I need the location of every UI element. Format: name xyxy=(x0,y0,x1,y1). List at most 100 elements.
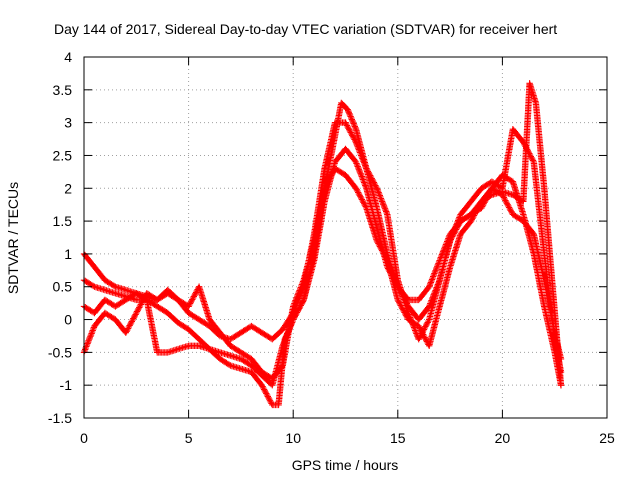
data-point-marker xyxy=(328,171,336,178)
data-point-marker xyxy=(455,222,462,229)
data-point-marker xyxy=(526,151,534,159)
data-point-marker xyxy=(423,322,430,329)
data-point-marker xyxy=(296,305,303,312)
data-point-marker xyxy=(364,168,372,175)
y-axis-title: SDTVAR / TECUs xyxy=(5,182,21,294)
data-point-marker xyxy=(83,341,91,349)
data-point-marker xyxy=(402,299,410,306)
data-point-marker xyxy=(394,296,401,304)
data-point-marker xyxy=(131,312,138,319)
x-tick-label: 0 xyxy=(80,430,88,446)
data-point-marker xyxy=(356,192,363,199)
plot-frame xyxy=(83,56,608,419)
data-point-marker xyxy=(355,145,362,152)
data-point-marker xyxy=(379,199,386,207)
x-tick-label: 10 xyxy=(285,430,301,446)
data-point-marker xyxy=(346,127,354,135)
y-tick-label: 3.5 xyxy=(53,82,73,98)
data-point-marker xyxy=(431,290,438,297)
data-point-marker xyxy=(325,178,332,185)
data-point-marker xyxy=(426,283,433,290)
data-point-marker xyxy=(322,182,330,189)
x-tick-labels: 0 5 10 15 20 25 xyxy=(80,430,615,446)
series-trace-4 xyxy=(80,165,565,382)
data-point-marker xyxy=(431,270,438,277)
data-point-marker xyxy=(191,292,198,299)
data-point-marker xyxy=(380,201,387,208)
data-point-marker xyxy=(293,294,300,301)
data-point-marker xyxy=(136,302,144,310)
data-point-marker xyxy=(348,114,355,122)
data-point-marker xyxy=(420,331,427,338)
data-point-marker xyxy=(225,361,233,368)
data-point-marker xyxy=(374,239,381,246)
data-point-marker xyxy=(450,230,457,237)
data-point-marker xyxy=(349,117,356,124)
data-point-marker xyxy=(343,122,351,129)
data-point-marker xyxy=(81,347,88,355)
data-point-marker xyxy=(415,336,422,343)
data-point-marker xyxy=(299,298,307,305)
data-point-marker xyxy=(371,180,378,188)
x-tick-label: 5 xyxy=(185,430,193,446)
data-point-marker xyxy=(134,307,141,314)
data-point-marker xyxy=(452,227,459,235)
data-point-marker xyxy=(185,303,192,310)
data-point-marker xyxy=(501,195,508,203)
data-point-marker xyxy=(262,389,269,396)
data-point-marker xyxy=(521,141,528,149)
data-point-marker xyxy=(88,328,96,336)
data-point-marker xyxy=(292,295,300,303)
data-point-marker xyxy=(358,194,365,202)
data-point-marker xyxy=(89,327,96,334)
data-series xyxy=(80,80,565,409)
data-point-marker xyxy=(90,282,97,290)
data-point-marker xyxy=(290,303,297,310)
data-point-marker xyxy=(434,261,442,268)
data-point-marker xyxy=(357,170,364,177)
data-point-marker xyxy=(430,273,437,280)
data-point-marker xyxy=(451,229,458,236)
data-point-marker xyxy=(427,279,435,286)
data-point-marker xyxy=(453,224,460,232)
series-trace-3 xyxy=(80,145,565,409)
data-point-marker xyxy=(401,296,408,303)
data-point-marker xyxy=(362,183,369,190)
data-point-marker xyxy=(435,279,442,287)
data-point-marker xyxy=(358,171,365,179)
data-point-marker xyxy=(424,319,431,326)
data-point-marker xyxy=(435,260,442,267)
data-point-marker xyxy=(298,282,305,290)
data-point-marker xyxy=(420,332,428,340)
data-point-marker xyxy=(378,246,385,253)
data-point-marker xyxy=(382,207,389,214)
data-point-marker xyxy=(368,175,375,182)
data-point-marker xyxy=(295,288,303,295)
data-point-marker xyxy=(505,204,513,211)
data-point-marker xyxy=(372,182,379,189)
data-point-marker xyxy=(362,163,369,171)
data-point-marker xyxy=(428,297,435,304)
y-tick-label: 3 xyxy=(64,115,72,131)
y-tick-label: -1 xyxy=(60,377,73,393)
data-point-marker xyxy=(353,186,360,193)
data-point-marker xyxy=(419,329,426,337)
data-point-marker xyxy=(86,334,93,341)
data-point-marker xyxy=(356,169,364,176)
data-point-marker xyxy=(349,119,357,126)
data-point-marker xyxy=(454,223,461,230)
data-point-marker xyxy=(529,157,537,164)
data-point-marker xyxy=(346,111,354,119)
data-point-marker xyxy=(358,196,366,203)
data-point-marker xyxy=(370,179,378,186)
data-point-marker xyxy=(455,220,463,228)
data-point-marker xyxy=(139,298,146,305)
data-point-marker xyxy=(433,284,440,291)
data-point-marker xyxy=(427,300,434,307)
data-point-marker xyxy=(346,110,353,117)
y-tick-label: 1 xyxy=(64,246,72,262)
data-point-marker xyxy=(356,149,364,156)
data-point-marker xyxy=(362,203,369,210)
data-point-marker xyxy=(383,208,390,215)
data-point-marker xyxy=(360,177,367,185)
